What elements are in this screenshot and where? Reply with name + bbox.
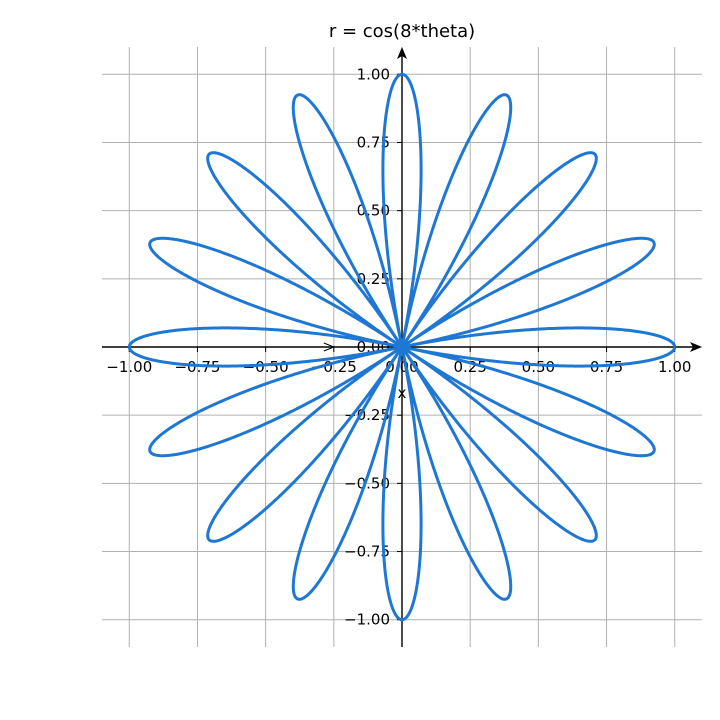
x-tick-label-4: 0.00 — [385, 358, 418, 376]
x-axis-marker — [323, 342, 335, 352]
x-tick-label-0: −1.00 — [106, 358, 152, 376]
x-tick-label-3: −0.25 — [311, 358, 357, 376]
y-tick-label-2: −0.50 — [344, 474, 390, 492]
x-tick-label-1: −0.75 — [174, 358, 220, 376]
y-tick-label-0: −1.00 — [344, 611, 390, 629]
y-tick-label-8: 1.00 — [357, 65, 390, 83]
y-axis-arrow — [397, 47, 407, 59]
y-tick-label-1: −0.75 — [344, 543, 390, 561]
x-axis-label: x — [398, 384, 407, 402]
y-tick-label-7: 0.75 — [357, 133, 390, 151]
x-tick-label-6: 0.50 — [522, 358, 555, 376]
chart-title: r = cos(8*theta) — [329, 21, 475, 42]
x-tick-label-5: 0.25 — [453, 358, 486, 376]
ticks: −1.00 −0.75 −0.50 −0.25 0.00 0.25 0.50 0.75 1.00… — [106, 65, 691, 628]
x-tick-label-8: 1.00 — [658, 358, 691, 376]
x-axis-arrow — [690, 342, 702, 352]
x-tick-label-2: −0.50 — [243, 358, 289, 376]
rose-curve — [127, 72, 677, 622]
y-tick-label-5: 0.25 — [357, 270, 390, 288]
x-tick-label-7: 0.75 — [590, 358, 623, 376]
